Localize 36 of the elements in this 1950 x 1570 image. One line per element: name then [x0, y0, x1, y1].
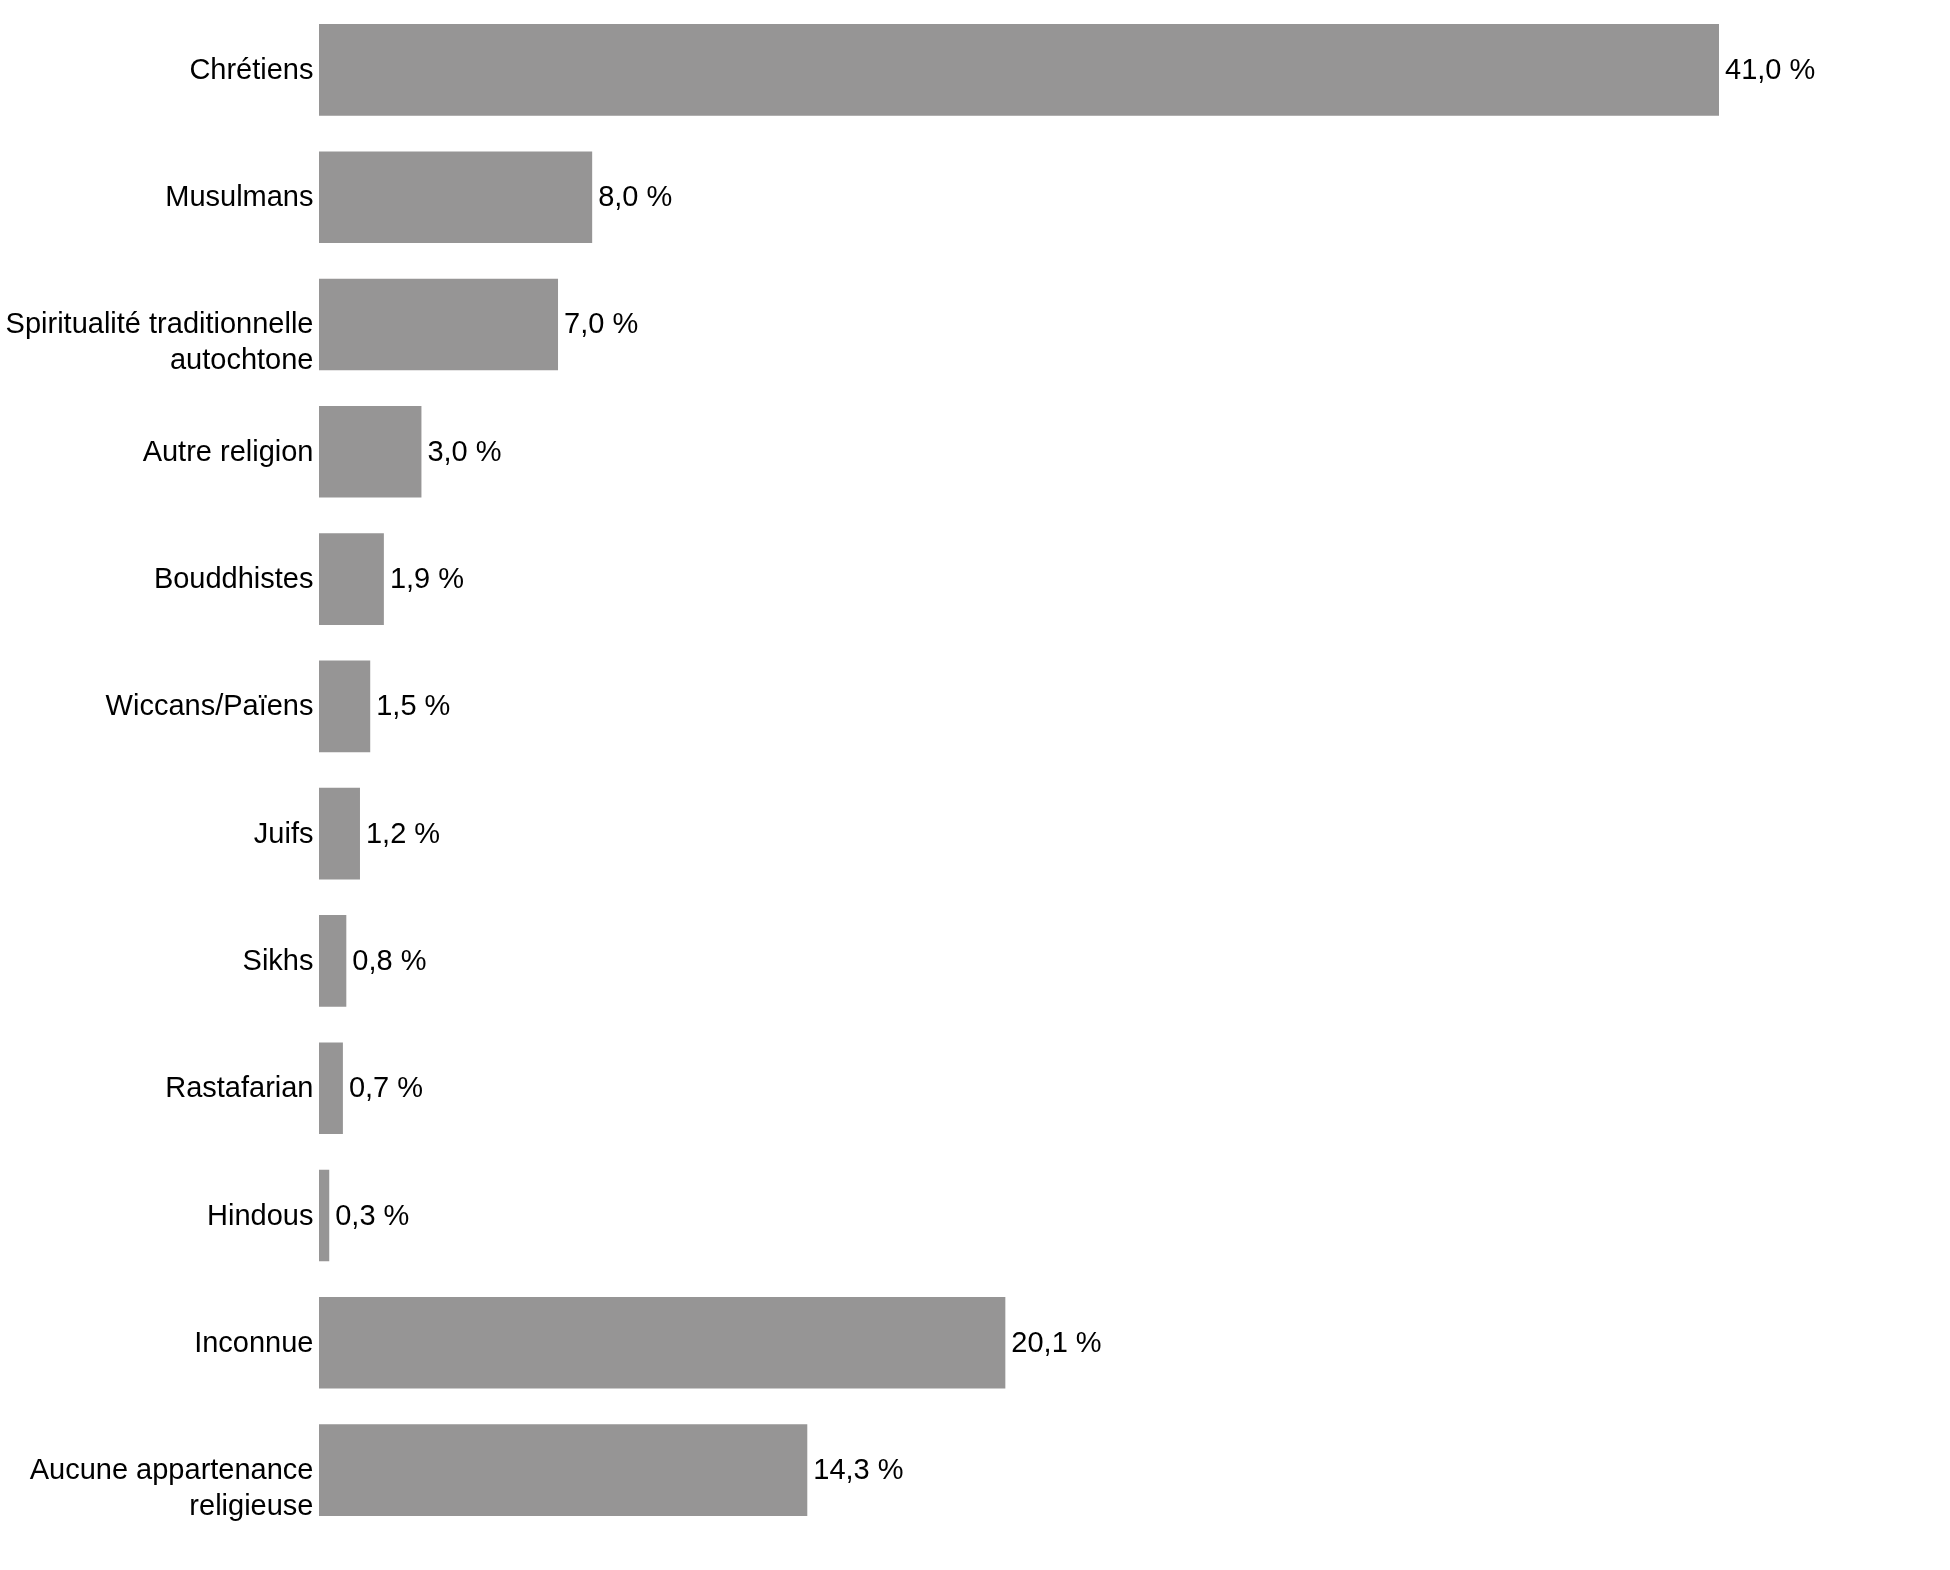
data-label: 7,0 % — [564, 307, 639, 340]
y-tick-label: Spiritualité traditionnelle autochtone — [5, 307, 314, 376]
bar — [319, 915, 347, 1007]
y-tick-label: Juifs — [253, 816, 314, 849]
y-tick-label: Chrétiens — [189, 52, 314, 85]
data-label: 1,9 % — [389, 562, 465, 595]
y-tick-label: Hindous — [207, 1198, 314, 1231]
y-tick-label: Wiccans/Païens — [105, 689, 314, 722]
y-tick-label: Autre religion — [142, 434, 314, 467]
data-label: 20,1 % — [1011, 1325, 1102, 1358]
bar — [319, 1169, 330, 1262]
data-label: 8,0 % — [598, 180, 673, 213]
y-tick-label: Bouddhistes — [153, 562, 314, 595]
bar — [319, 660, 371, 753]
data-label: 0,8 % — [352, 943, 427, 976]
y-tick-label: Inconnue — [194, 1325, 314, 1358]
y-tick-label: Musulmans — [165, 180, 314, 213]
bar — [319, 151, 593, 244]
data-label: 3,0 % — [427, 434, 502, 467]
y-tick-label: Rastafarian — [165, 1071, 314, 1104]
data-label: 1,5 % — [376, 689, 451, 722]
bar — [319, 787, 360, 880]
bar — [319, 24, 1719, 116]
data-label: 1,2 % — [365, 816, 441, 849]
bar — [319, 1042, 343, 1135]
y-tick-label: Sikhs — [242, 943, 314, 976]
bar — [319, 1424, 808, 1516]
bar — [319, 405, 422, 498]
bar — [319, 1296, 1006, 1389]
data-label: 0,3 % — [335, 1198, 410, 1231]
bar — [319, 278, 559, 371]
data-label: 0,7 % — [348, 1071, 424, 1104]
data-label: 41,0 % — [1725, 52, 1816, 85]
bar — [319, 533, 384, 625]
y-tick-label: Aucune appartenance religieuse — [29, 1453, 314, 1522]
data-label: 14,3 % — [813, 1453, 904, 1486]
